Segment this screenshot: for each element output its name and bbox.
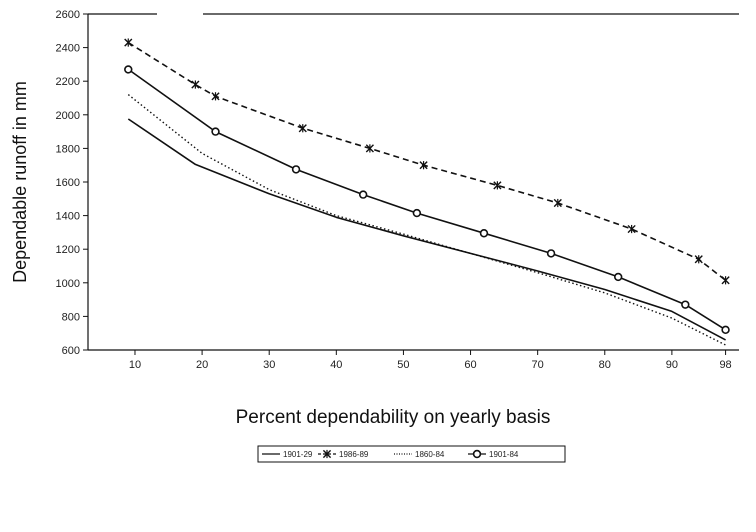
data-point-1-7: [553, 198, 562, 208]
legend-item-0: 1901-29: [262, 450, 313, 459]
y-tick-label: 2400: [56, 43, 80, 55]
data-point-1-2: [211, 92, 220, 101]
legend-items: 1901-29 1986-89 1860-84 1901-84: [262, 449, 519, 459]
series-line-3: [127, 68, 727, 331]
x-tick-label: 30: [263, 359, 275, 371]
series-0: [127, 118, 726, 341]
data-point-3-1: [211, 127, 220, 136]
legend-label-1: 1986-89: [339, 450, 369, 459]
data-point-legend3-0: [472, 449, 482, 459]
y-tick-label: 600: [62, 345, 80, 357]
data-point-3-6: [546, 249, 556, 258]
series-layer: [124, 38, 730, 346]
x-tick-label: 98: [719, 359, 731, 371]
legend-label-0: 1901-29: [283, 450, 313, 459]
y-axis-title: Dependable runoff in mm: [10, 81, 30, 283]
x-tick-label: 20: [196, 359, 208, 371]
x-axis-title: Percent dependability on yearly basis: [236, 407, 551, 428]
series-3: [124, 65, 730, 335]
data-point-1-9: [694, 255, 703, 264]
data-point-1-8: [627, 224, 636, 234]
y-tick-label: 1600: [56, 177, 80, 189]
y-tick-label: 2200: [56, 76, 80, 88]
x-tick-label: 90: [666, 359, 678, 371]
series-2: [127, 94, 726, 346]
x-tick-label: 50: [397, 359, 409, 371]
data-point-3-8: [681, 300, 690, 309]
x-ticks: 10 20 30 40 50 60 70 80 90 98: [129, 350, 732, 371]
data-point-1-10: [721, 276, 730, 285]
data-point-1-1: [191, 80, 200, 89]
legend-label-2: 1860-84: [415, 450, 445, 459]
data-point-1-0: [124, 38, 133, 47]
y-tick-label: 2600: [56, 9, 80, 21]
y-tick-label: 2000: [56, 110, 80, 122]
axes: [87, 13, 739, 351]
series-line-0: [127, 118, 726, 341]
data-point-3-0: [124, 65, 133, 74]
series-1: [124, 38, 730, 285]
legend-item-1: 1986-89: [318, 449, 369, 459]
x-tick-label: 60: [464, 359, 476, 371]
y-tick-label: 1000: [56, 278, 80, 290]
data-point-1-3: [298, 124, 307, 133]
legend-label-3: 1901-84: [489, 450, 519, 459]
data-point-3-4: [412, 208, 422, 218]
series-line-2: [127, 94, 726, 346]
data-point-3-7: [613, 272, 623, 282]
data-point-1-6: [493, 181, 502, 190]
legend: 1901-29 1986-89 1860-84 1901-84: [257, 445, 566, 463]
y-tick-label: 1800: [56, 143, 80, 155]
x-tick-label: 40: [330, 359, 342, 371]
y-ticks: 600 800 1000 1200 1400 1600 1800 2000 2200 2400 26…: [56, 9, 88, 357]
data-point-3-9: [721, 325, 730, 335]
data-point-3-2: [291, 165, 301, 174]
y-tick-label: 1200: [56, 244, 80, 256]
data-point-3-3: [358, 190, 368, 199]
data-point-3-5: [479, 229, 489, 238]
data-point-1-4: [365, 144, 374, 153]
y-tick-label: 1400: [56, 211, 80, 223]
x-tick-label: 80: [599, 359, 611, 371]
x-tick-label: 70: [532, 359, 544, 371]
x-tick-label: 10: [129, 359, 141, 371]
legend-item-2: 1860-84: [394, 450, 445, 459]
legend-item-3: 1901-84: [468, 449, 519, 459]
y-tick-label: 800: [62, 311, 80, 323]
data-point-legend1-0: [322, 449, 332, 459]
data-point-1-5: [419, 161, 428, 170]
